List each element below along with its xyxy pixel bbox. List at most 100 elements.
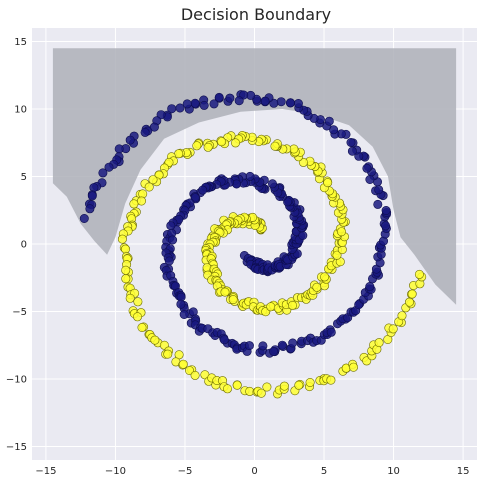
tick-labels: −15 −10 −5 0 5 10 15 −15 −10 −5 0 5 10 15 (6, 37, 470, 477)
data-point-0 (176, 299, 186, 309)
data-point-1 (336, 227, 346, 237)
data-point-1 (323, 178, 333, 188)
x-tick-label: 5 (321, 466, 327, 477)
y-tick-label: 15 (14, 37, 27, 48)
data-point-1 (144, 182, 154, 192)
data-point-1 (232, 380, 242, 390)
data-point-0 (168, 235, 178, 245)
data-point-0 (167, 104, 177, 114)
data-point-1 (326, 375, 336, 385)
data-point-1 (332, 250, 342, 260)
data-point-0 (326, 327, 336, 337)
data-point-0 (79, 214, 89, 224)
data-point-1 (294, 380, 304, 390)
data-point-1 (190, 370, 200, 380)
data-point-1 (320, 272, 330, 282)
data-point-0 (381, 221, 391, 231)
data-point-0 (373, 199, 383, 209)
data-point-0 (374, 185, 384, 195)
data-point-0 (258, 341, 268, 351)
data-point-0 (85, 204, 95, 214)
x-tick-label: 10 (387, 466, 400, 477)
data-point-1 (129, 199, 139, 209)
data-point-1 (397, 311, 407, 321)
data-point-1 (137, 322, 147, 332)
data-point-1 (348, 362, 358, 372)
data-point-0 (156, 110, 166, 120)
data-point-1 (125, 293, 135, 303)
data-point-0 (209, 99, 219, 109)
data-points (79, 90, 427, 399)
chart-title: Decision Boundary (181, 5, 331, 24)
data-point-1 (163, 349, 173, 359)
data-point-0 (198, 185, 208, 195)
x-tick-label: −15 (35, 466, 56, 477)
data-point-1 (117, 234, 127, 244)
data-point-0 (346, 138, 356, 148)
data-point-1 (374, 338, 384, 348)
data-point-0 (114, 144, 124, 154)
data-point-1 (217, 137, 227, 147)
data-point-0 (288, 338, 298, 348)
data-point-0 (225, 93, 235, 103)
data-point-1 (414, 269, 424, 279)
data-point-0 (277, 340, 287, 350)
data-point-1 (203, 142, 213, 152)
data-point-0 (324, 116, 334, 126)
data-point-0 (98, 168, 108, 178)
data-point-1 (404, 297, 414, 307)
data-point-0 (149, 122, 159, 132)
x-tick-label: −5 (178, 466, 193, 477)
data-point-0 (244, 341, 254, 351)
data-point-1 (150, 335, 160, 345)
data-point-1 (279, 381, 289, 391)
data-point-1 (388, 324, 398, 334)
data-point-1 (270, 141, 280, 151)
data-point-0 (234, 96, 244, 106)
data-point-0 (219, 335, 229, 345)
data-point-1 (178, 359, 188, 369)
data-point-0 (87, 191, 97, 201)
data-point-1 (220, 287, 230, 297)
data-point-1 (287, 300, 297, 310)
data-point-0 (362, 163, 372, 173)
y-tick-label: −5 (12, 307, 27, 318)
data-point-0 (190, 193, 200, 203)
data-point-0 (104, 162, 114, 172)
x-tick-label: 0 (251, 466, 257, 477)
data-point-1 (121, 265, 131, 275)
data-point-0 (125, 135, 135, 145)
data-point-1 (133, 312, 143, 322)
data-point-0 (267, 179, 277, 189)
data-point-1 (137, 196, 147, 206)
data-point-0 (199, 100, 209, 110)
data-point-0 (329, 125, 339, 135)
data-point-0 (179, 309, 189, 319)
data-point-0 (182, 99, 192, 109)
y-tick-label: 10 (14, 105, 27, 116)
data-point-1 (407, 289, 417, 299)
y-tick-label: −15 (6, 442, 27, 453)
data-point-0 (140, 127, 150, 137)
data-point-0 (347, 146, 357, 156)
decision-region-polygon (52, 48, 457, 305)
data-point-0 (214, 92, 224, 102)
data-point-0 (245, 171, 255, 181)
data-point-0 (269, 346, 279, 356)
data-point-0 (166, 221, 176, 231)
data-point-1 (148, 175, 158, 185)
data-point-1 (231, 138, 241, 148)
data-point-1 (256, 388, 266, 398)
data-point-0 (298, 231, 308, 241)
data-point-1 (266, 302, 276, 312)
data-point-0 (365, 175, 375, 185)
y-tick-label: 0 (21, 240, 27, 251)
data-point-1 (133, 297, 143, 307)
data-point-1 (121, 274, 131, 284)
data-point-0 (276, 97, 286, 107)
data-point-1 (305, 377, 315, 387)
data-point-1 (121, 244, 131, 254)
data-point-0 (365, 281, 375, 291)
data-point-0 (293, 99, 303, 109)
